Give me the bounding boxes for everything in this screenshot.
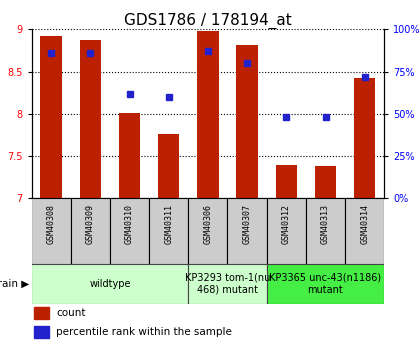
Text: count: count — [56, 308, 86, 318]
Text: GSM40313: GSM40313 — [321, 204, 330, 244]
Bar — [236, 45, 258, 198]
Text: GSM40314: GSM40314 — [360, 204, 369, 244]
Bar — [276, 165, 297, 198]
Bar — [267, 198, 306, 264]
Text: GSM40307: GSM40307 — [243, 204, 252, 244]
Bar — [306, 198, 345, 264]
Text: KP3365 unc-43(n1186)
mutant: KP3365 unc-43(n1186) mutant — [270, 273, 381, 295]
Bar — [267, 264, 384, 304]
Text: GSM40306: GSM40306 — [203, 204, 213, 244]
Bar — [34, 326, 49, 338]
Bar — [32, 198, 71, 264]
Bar — [71, 198, 110, 264]
Bar — [354, 78, 375, 198]
Bar — [188, 264, 267, 304]
Bar — [197, 31, 219, 198]
Text: wildtype: wildtype — [89, 279, 131, 289]
Bar — [345, 198, 384, 264]
Bar — [228, 198, 267, 264]
Title: GDS1786 / 178194_at: GDS1786 / 178194_at — [124, 13, 292, 29]
Text: strain ▶: strain ▶ — [0, 279, 29, 289]
Bar — [79, 40, 101, 198]
Bar — [110, 198, 149, 264]
Text: percentile rank within the sample: percentile rank within the sample — [56, 327, 232, 337]
Text: GSM40309: GSM40309 — [86, 204, 95, 244]
Text: KP3293 tom-1(nu
468) mutant: KP3293 tom-1(nu 468) mutant — [185, 273, 270, 295]
Bar — [149, 198, 188, 264]
Bar — [34, 307, 49, 319]
Bar — [315, 166, 336, 198]
Bar — [32, 264, 188, 304]
Text: GSM40312: GSM40312 — [282, 204, 291, 244]
Bar — [188, 198, 228, 264]
Text: GSM40311: GSM40311 — [164, 204, 173, 244]
Text: GSM40310: GSM40310 — [125, 204, 134, 244]
Bar — [40, 36, 62, 198]
Text: GSM40308: GSM40308 — [47, 204, 55, 244]
Bar — [119, 113, 140, 198]
Bar — [158, 134, 179, 198]
